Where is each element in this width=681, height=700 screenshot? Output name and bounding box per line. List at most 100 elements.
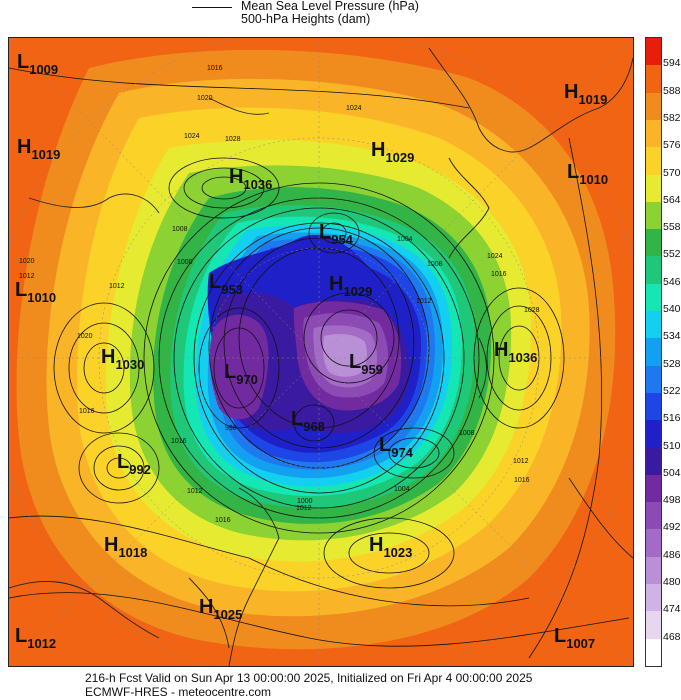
system-type: L <box>117 451 129 473</box>
system-type: H <box>494 339 508 361</box>
isobar-value-label: 1024 <box>346 105 362 112</box>
height-band-480 <box>323 334 367 377</box>
isobar-value-label: 996 <box>225 425 237 432</box>
system-type: H <box>199 596 213 618</box>
system-type: L <box>379 434 391 456</box>
system-type: L <box>209 271 221 293</box>
system-value: 1036 <box>243 177 272 192</box>
high-pressure-label: H1036 <box>494 339 537 365</box>
low-pressure-label: L970 <box>224 361 258 387</box>
system-value: 992 <box>129 462 151 477</box>
isobar-value-label: 1020 <box>197 95 213 102</box>
system-value: 970 <box>236 372 258 387</box>
colorbar-tick-label: 498 <box>663 494 681 507</box>
system-value: 1009 <box>29 62 58 77</box>
colorbar-cell <box>646 229 661 257</box>
system-value: 953 <box>221 282 243 297</box>
isobar-value-label: 1020 <box>19 258 35 265</box>
colorbar-tick-label: 504 <box>663 466 681 479</box>
isobar-value-label: 1008 <box>172 226 188 233</box>
coastlines <box>9 47 633 666</box>
isobar-value-label: 1012 <box>109 283 125 290</box>
colorbar-cell <box>646 474 661 503</box>
colorbar-tick-label: 540 <box>663 303 681 316</box>
system-type: L <box>349 351 361 373</box>
system-type: H <box>329 273 343 295</box>
source-credit: ECMWF-HRES - meteocentre.com <box>85 685 272 699</box>
colorbar-cell <box>646 420 661 449</box>
colorbar-tick-label: 492 <box>663 521 681 534</box>
system-type: L <box>15 625 27 647</box>
colorbar-cell <box>646 201 661 230</box>
high-pressure-label: H1023 <box>369 534 412 560</box>
system-type: L <box>554 625 566 647</box>
forecast-valid-text: 216-h Fcst Valid on Sun Apr 13 00:00:00 … <box>85 671 533 685</box>
isobar-value-label: 1012 <box>19 273 35 280</box>
high-pressure-label: H1030 <box>101 346 144 372</box>
colorbar-tick-label: 546 <box>663 275 681 288</box>
colorbar-tick-label: 474 <box>663 603 681 616</box>
isobar-value-label: 1012 <box>187 488 203 495</box>
high-pressure-label: H1029 <box>329 273 372 299</box>
low-pressure-label: L959 <box>349 351 383 377</box>
colorbar-cell <box>646 447 661 476</box>
colorbar-tick-label: 570 <box>663 166 681 179</box>
low-pressure-label: L953 <box>209 271 243 297</box>
colorbar-tick-label: 510 <box>663 439 681 452</box>
system-value: 1007 <box>566 636 595 651</box>
colorbar-cell <box>646 283 661 312</box>
colorbar-cell <box>646 338 661 367</box>
system-value: 1010 <box>579 172 608 187</box>
isobar-value-label: 1016 <box>514 477 530 484</box>
forecast-map: L1009 H1019 H1019 H1029 H1036 L1010 L954 L953 H1… <box>8 37 634 667</box>
colorbar-cell <box>646 92 661 121</box>
system-type: H <box>371 139 385 161</box>
system-type: H <box>229 166 243 188</box>
colorbar-cell <box>646 311 661 339</box>
isobar-value-label: 1016 <box>215 517 231 524</box>
isobar-value-label: 1016 <box>491 271 507 278</box>
colorbar-tick-label: 588 <box>663 84 681 97</box>
system-type: L <box>291 408 303 430</box>
isobar-value-label: 1020 <box>77 333 93 340</box>
system-value: 1029 <box>385 150 414 165</box>
colorbar-cell <box>646 147 661 175</box>
height-colorbar <box>645 37 662 667</box>
system-type: H <box>17 136 31 158</box>
colorbar-tick-label: 522 <box>663 384 681 397</box>
high-pressure-label: H1019 <box>17 136 60 162</box>
system-type: L <box>224 361 236 383</box>
system-type: L <box>15 279 27 301</box>
high-pressure-label: H1018 <box>104 534 147 560</box>
legend-heights-label: 500-hPa Heights (dam) <box>241 12 371 26</box>
isobar-value-label: 1028 <box>225 136 241 143</box>
system-value: 1036 <box>508 350 537 365</box>
colorbar-tick-label: 468 <box>663 630 681 643</box>
low-pressure-label: L1009 <box>17 51 58 77</box>
mslp-line-sample <box>192 7 232 8</box>
map-legend: Mean Sea Level Pressure (hPa) 500-hPa He… <box>0 0 681 36</box>
system-value: 1029 <box>343 284 372 299</box>
isobar-value-label: 1024 <box>487 253 503 260</box>
isobar-value-label: 1028 <box>524 307 540 314</box>
low-pressure-label: L968 <box>291 408 325 434</box>
colorbar-cell <box>646 638 661 667</box>
colorbar-tick-label: 564 <box>663 193 681 206</box>
system-value: 1010 <box>27 290 56 305</box>
low-pressure-label: L1010 <box>15 279 56 305</box>
isobar-value-label: 1008 <box>427 261 443 268</box>
colorbar-cell <box>646 174 661 203</box>
colorbar-tick-label: 516 <box>663 412 681 425</box>
system-type: L <box>319 221 331 243</box>
colorbar-tick-label: 558 <box>663 221 681 234</box>
colorbar-tick-label: 534 <box>663 330 681 343</box>
system-value: 959 <box>361 362 383 377</box>
colorbar-cell <box>646 365 661 394</box>
colorbar-cell <box>646 38 661 66</box>
system-value: 954 <box>331 232 353 247</box>
isobar-value-label: 1012 <box>416 298 432 305</box>
isobar-value-label: 1012 <box>513 458 529 465</box>
low-pressure-label: L974 <box>379 434 414 460</box>
low-pressure-label: L1010 <box>567 161 608 187</box>
